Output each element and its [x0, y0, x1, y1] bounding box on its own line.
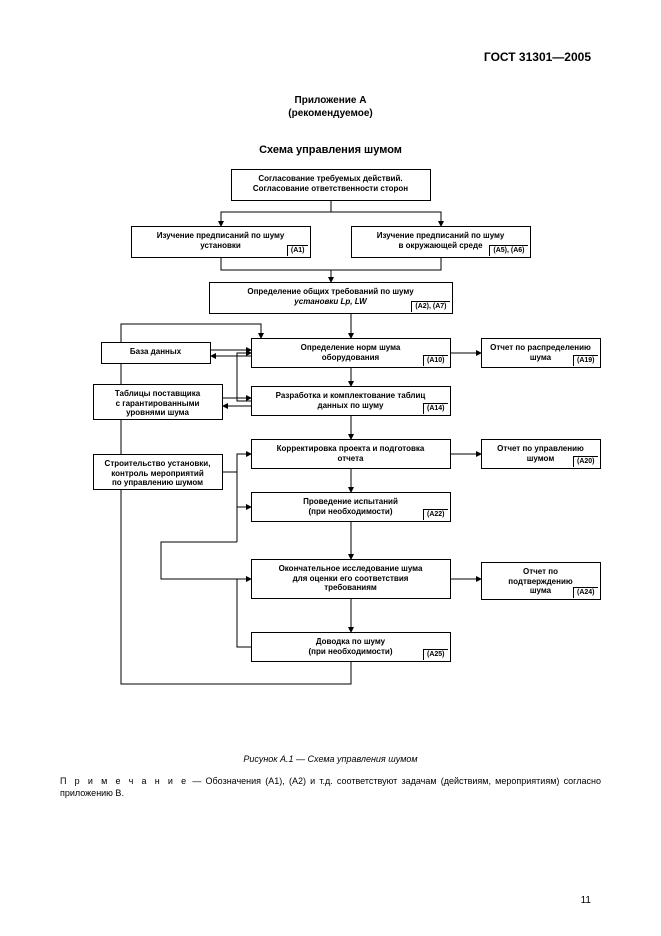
node-tag: (А25)	[423, 649, 448, 660]
node-text: Строительство установки,	[97, 459, 219, 469]
node-text: уровнями шума	[97, 408, 219, 418]
node-b2: Изучение предписаний по шуму установки (…	[131, 226, 311, 258]
node-b12: Строительство установки, контроль меропр…	[93, 454, 223, 490]
node-text: Согласование требуемых действий.	[235, 174, 427, 184]
node-tag: (А1)	[287, 245, 308, 256]
node-tag: (А20)	[573, 456, 598, 467]
node-tag: (А22)	[423, 509, 448, 520]
node-b10: Корректировка проекта и подготовка отчет…	[251, 439, 451, 469]
node-text: Отчет по	[485, 567, 597, 577]
scheme-title: Схема управления шумом	[60, 144, 601, 156]
figure-caption: Рисунок А.1 — Схема управления шумом	[60, 754, 601, 764]
appendix-title: Приложение А	[60, 95, 601, 106]
node-text: подтверждению	[485, 577, 597, 587]
node-text: Проведение испытаний	[255, 497, 447, 507]
note: П р и м е ч а н и е — Обозначения (А1), …	[60, 776, 601, 799]
page-number: 11	[581, 895, 591, 906]
node-b4: Определение общих требований по шуму уст…	[209, 282, 453, 314]
node-text: (при необходимости)	[255, 647, 447, 657]
node-text: Определение норм шума	[255, 343, 447, 353]
node-b8: Таблицы поставщика с гарантированными ур…	[93, 384, 223, 420]
node-b11: Отчет по управлению шумом (А20)	[481, 439, 601, 469]
node-b5: База данных	[101, 342, 211, 364]
node-b14: Окончательное исследование шума для оцен…	[251, 559, 451, 599]
page: ГОСТ 31301—2005 Приложение А (рекомендуе…	[0, 0, 661, 936]
node-text: требованиям	[255, 583, 447, 593]
node-tag: (А24)	[573, 587, 598, 598]
node-text: Корректировка проекта и подготовка	[255, 444, 447, 454]
node-text: Разработка и комплектование таблиц	[255, 391, 447, 401]
appendix-sub: (рекомендуемое)	[60, 108, 601, 119]
node-text: данных по шуму	[255, 401, 447, 411]
node-text: отчета	[255, 454, 447, 464]
node-text: Согласование ответственности сторон	[235, 184, 427, 194]
node-text: Определение общих требований по шуму	[213, 287, 449, 297]
node-text: оборудования	[255, 353, 447, 363]
gost-header: ГОСТ 31301—2005	[484, 50, 591, 64]
node-b16: Доводка по шуму (при необходимости) (А25…	[251, 632, 451, 662]
node-tag: (А5), (А6)	[489, 245, 527, 256]
node-tag: (А10)	[423, 355, 448, 366]
node-tag: (А19)	[573, 355, 598, 366]
flowchart-diagram: Согласование требуемых действий. Согласо…	[61, 164, 601, 744]
node-tag: (А14)	[423, 403, 448, 414]
node-b9: Разработка и комплектование таблиц данны…	[251, 386, 451, 416]
node-b6: Определение норм шума оборудования (А10)	[251, 338, 451, 368]
node-text: с гарантированными	[97, 399, 219, 409]
node-text: Отчет по распределению	[485, 343, 597, 353]
node-text: Отчет по управлению	[485, 444, 597, 454]
node-text: (при необходимости)	[255, 507, 447, 517]
node-text: Таблицы поставщика	[97, 389, 219, 399]
node-tag: (А2), (А7)	[411, 301, 449, 312]
node-text: для оценки его соответствия	[255, 574, 447, 584]
node-text: Изучение предписаний по шуму	[355, 231, 527, 241]
node-b1: Согласование требуемых действий. Согласо…	[231, 169, 431, 201]
node-text: по управлению шумом	[97, 478, 219, 488]
node-text: Окончательное исследование шума	[255, 564, 447, 574]
node-text: Изучение предписаний по шуму	[135, 231, 307, 241]
node-text: контроль мероприятий	[97, 469, 219, 479]
node-b15: Отчет по подтверждению шума (А24)	[481, 562, 601, 600]
node-b3: Изучение предписаний по шуму в окружающе…	[351, 226, 531, 258]
node-text: установки	[135, 241, 307, 251]
node-b13: Проведение испытаний (при необходимости)…	[251, 492, 451, 522]
node-b7: Отчет по распределению шума (А19)	[481, 338, 601, 368]
note-label: П р и м е ч а н и е	[60, 776, 188, 786]
node-text: Доводка по шуму	[255, 637, 447, 647]
node-text: База данных	[105, 347, 207, 357]
